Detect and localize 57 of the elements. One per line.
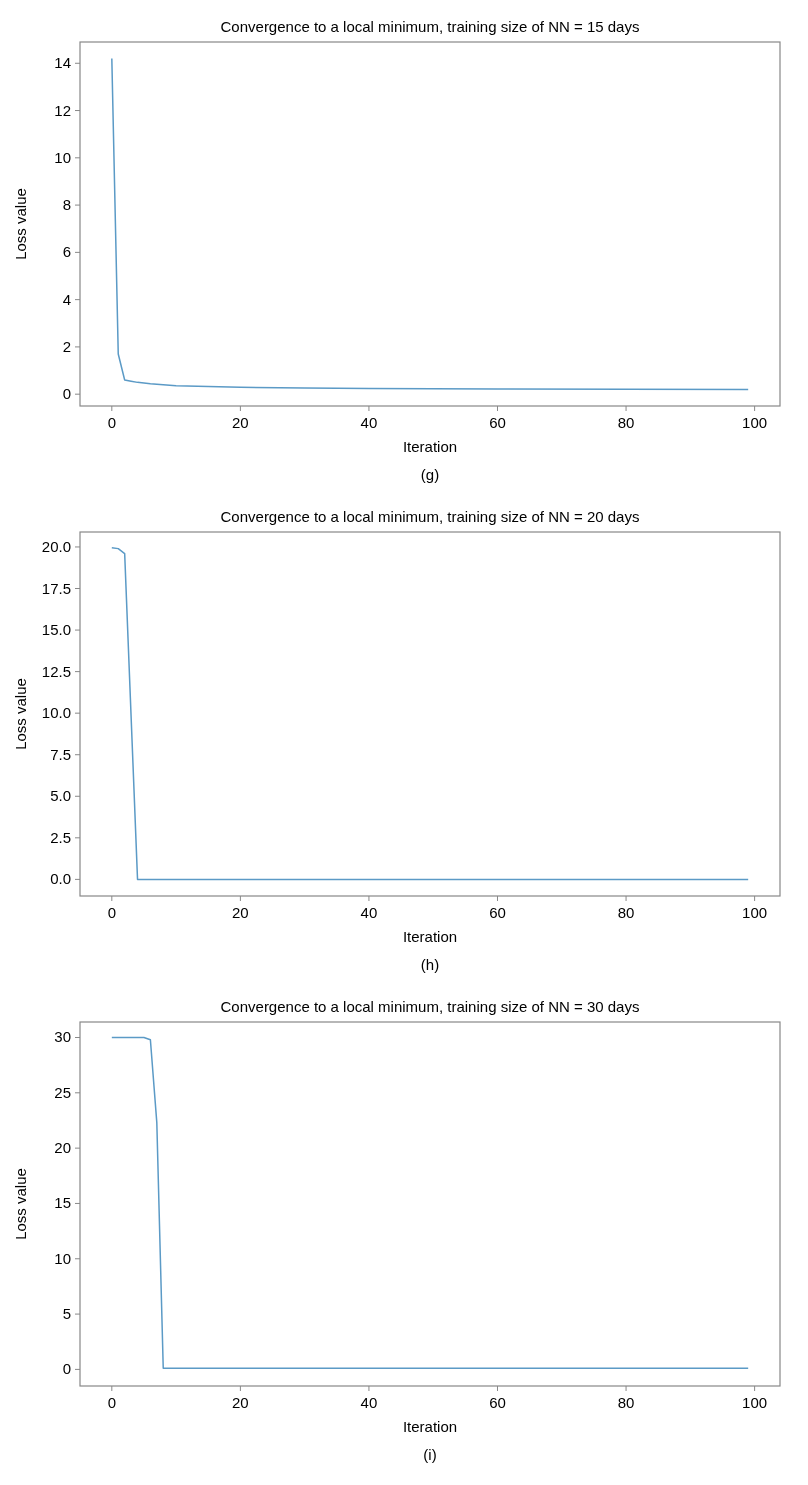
y-tick-label: 25 [54,1083,71,1101]
y-tick-label: 2.5 [50,828,71,846]
x-tick-label: 40 [360,904,378,921]
x-tick-label: 0 [107,1394,116,1411]
y-axis-title: Loss value [12,1168,29,1240]
x-tick-label: 100 [742,1394,768,1411]
x-tick-label: 20 [232,414,249,431]
y-tick-label: 15 [54,1194,71,1212]
line-series [111,547,749,881]
x-tick-label: 0 [107,414,116,431]
y-tick-label: 5.0 [50,787,71,805]
x-tick-label: 100 [742,414,768,431]
chart-title: Convergence to a local minimum, training size of NN = 15 days [220,18,640,35]
y-tick-label: 12 [54,101,71,119]
y-tick-label: 20 [54,1139,71,1157]
x-tick-label: 20 [232,904,249,921]
x-axis-title: Iteration [402,928,458,945]
y-tick-label: 12.5 [41,662,71,680]
chart-title: Convergence to a local minimum, training size of NN = 30 days [220,998,640,1015]
y-axis-title: Loss value [12,678,29,750]
x-tick-label: 40 [360,1394,378,1411]
chart-title: Convergence to a local minimum, training size of NN = 20 days [220,508,640,525]
line-series [111,1036,749,1370]
y-tick-label: 15.0 [41,621,71,639]
line-series [111,57,749,391]
y-tick-label: 10.0 [41,704,71,722]
x-tick-label: 40 [360,414,378,431]
y-tick-label: 10 [54,148,71,166]
x-tick-label: 20 [232,1394,249,1411]
y-tick-label: 7.5 [50,745,71,763]
text: (i) [423,1446,437,1463]
x-axis-title: Iteration [402,1418,458,1435]
y-tick-label: 17.5 [41,579,71,597]
x-tick-label: 80 [617,904,635,921]
x-tick-label: 80 [617,414,635,431]
y-tick-label: 4 [62,290,71,308]
y-tick-label: 0 [62,385,71,403]
y-tick-label: 0.0 [50,870,71,888]
y-tick-label: 30 [54,1028,71,1046]
text: (g) [420,466,440,483]
x-tick-label: 100 [742,904,768,921]
x-tick-label: 60 [489,414,506,431]
y-tick-label: 5 [62,1305,71,1323]
y-tick-label: 2 [62,337,71,355]
x-axis-title: Iteration [402,438,458,455]
x-tick-label: 60 [489,1394,506,1411]
y-tick-label: 20.0 [41,537,71,555]
y-tick-label: 0 [62,1360,71,1378]
x-tick-label: 0 [107,904,116,921]
x-tick-label: 80 [617,1394,635,1411]
y-tick-label: 14 [54,54,71,72]
y-tick-label: 6 [62,243,71,261]
text: (h) [420,956,440,973]
x-tick-label: 60 [489,904,506,921]
y-tick-label: 8 [62,196,71,214]
y-axis-title: Loss value [12,188,29,260]
y-tick-label: 10 [54,1249,71,1267]
